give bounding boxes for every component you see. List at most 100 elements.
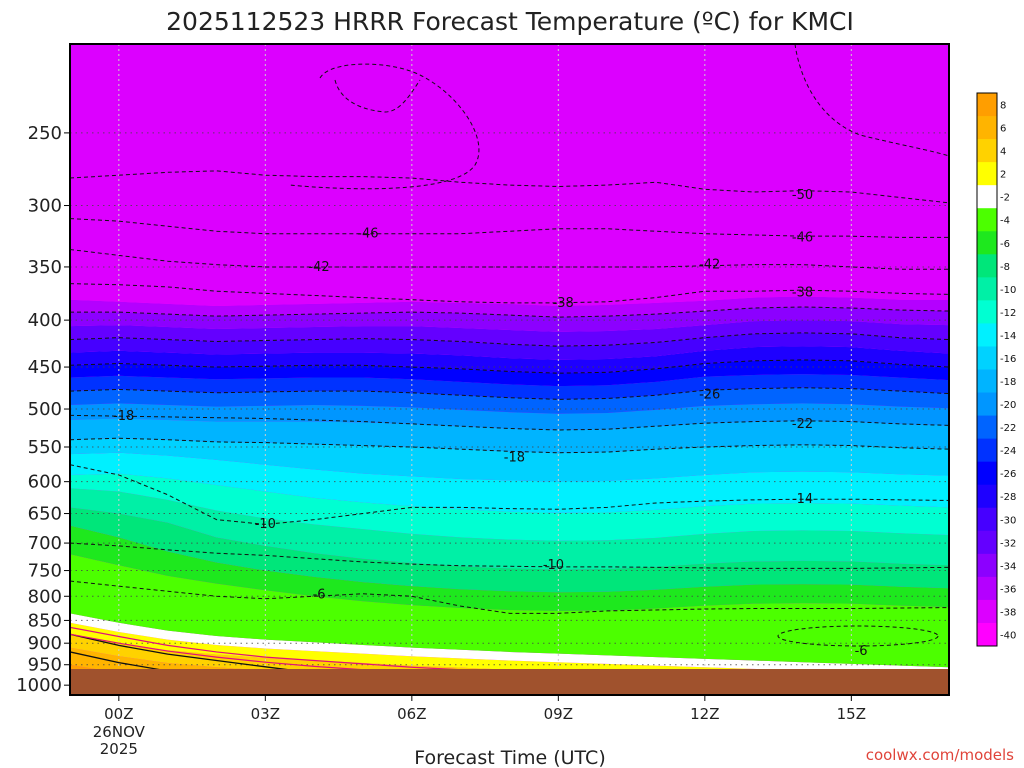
y-tick-label: 700 [28, 533, 62, 554]
y-tick-label: 300 [28, 196, 62, 217]
credit-label: coolwx.com/models [866, 746, 1014, 764]
colorbar-swatch [977, 484, 997, 509]
x-tick-sublabel: 2025 [100, 740, 138, 758]
colorbar-label: -14 [1000, 331, 1016, 342]
colorbar-label: -16 [1000, 354, 1016, 365]
colorbar-swatch [977, 208, 997, 232]
contour-label: -14 [792, 492, 813, 507]
band--16 [70, 438, 949, 482]
y-tick-label: 800 [28, 586, 62, 607]
y-tick-label: 250 [28, 123, 62, 144]
y-tick-label: 550 [28, 437, 62, 458]
contour-label: -42 [699, 258, 720, 273]
colorbar-label: -28 [1000, 492, 1016, 503]
colorbar-label: -38 [1000, 607, 1016, 618]
colorbar-label: -24 [1000, 446, 1016, 457]
x-tick-label: 00Z [104, 705, 133, 723]
contour-closed-top [289, 63, 480, 190]
colorbar-swatch [977, 369, 997, 394]
band--30 [70, 332, 949, 360]
band--26 [70, 359, 949, 387]
contour-line-12 [70, 580, 949, 614]
y-tick-label: 400 [28, 310, 62, 331]
y-axis: 2503003504004505005506006507007508008509… [16, 123, 70, 696]
band--12 [70, 473, 949, 541]
plot-frame [69, 43, 950, 696]
contour-label: -18 [113, 409, 134, 424]
contour-label: -46 [792, 230, 813, 245]
band--22 [70, 387, 949, 414]
contour-labels: -50 -46 -46 -42 -42 -38 -38 -26 -22 -18 -18 -14 -10 -… [113, 188, 868, 659]
colorbar-swatch [977, 346, 997, 370]
x-tick-label: 15Z [837, 705, 866, 723]
colorbar-label: -34 [1000, 561, 1016, 572]
y-tick-label: 750 [28, 561, 62, 582]
contour-line-2 [70, 248, 949, 270]
contour-label: -18 [504, 451, 525, 466]
chart-title: 2025112523 HRRR Forecast Temperature (ºC… [166, 7, 854, 36]
contour-label: -6 [855, 644, 868, 659]
colorbar-label: -36 [1000, 584, 1016, 595]
contour-label: -46 [357, 227, 378, 242]
band--8 [70, 507, 949, 593]
plot-area: -50 -46 -46 -42 -42 -38 -38 -26 -22 -18 -18 -14 -10 -… [70, 44, 949, 695]
colorbar-swatch [977, 415, 997, 440]
colorbar-swatch [977, 300, 997, 324]
contour-label: -22 [792, 417, 813, 432]
colorbar-label: -12 [1000, 308, 1016, 319]
colorbar-label: -40 [1000, 630, 1016, 641]
y-tick-label: 450 [28, 357, 62, 378]
colorbar-label: -26 [1000, 469, 1016, 480]
y-tick-label: 950 [28, 655, 62, 676]
contour-label: -26 [699, 387, 720, 402]
band--38 [70, 44, 949, 306]
x-tick-label: 09Z [544, 705, 573, 723]
contour-closed-low [777, 625, 939, 647]
colorbar-label: -8 [1000, 262, 1010, 273]
colorbar-label: -22 [1000, 423, 1016, 434]
colorbar-label: -18 [1000, 377, 1016, 388]
contour-label: -10 [255, 517, 276, 532]
contour-line-10 [70, 464, 949, 525]
band--18 [70, 418, 949, 453]
colorbar-swatch [977, 139, 997, 163]
contour-label: -6 [313, 587, 326, 602]
band--14 [70, 452, 949, 513]
colorbar-swatch [977, 162, 997, 186]
contour-label: -42 [308, 260, 329, 275]
colorbar-label: 8 [1000, 101, 1006, 112]
colorbar-swatch [977, 461, 997, 486]
colorbar-swatch [977, 438, 997, 463]
x-tick-label: 03Z [251, 705, 280, 723]
y-tick-label: 650 [28, 504, 62, 525]
colorbar-swatch [977, 553, 997, 578]
x-axis-title: Forecast Time (UTC) [414, 747, 605, 768]
band--6 [70, 525, 949, 611]
contour-label: -50 [792, 188, 813, 203]
colorbar-swatch [977, 599, 997, 624]
ground-fill [70, 669, 949, 695]
grid-lines [70, 44, 949, 695]
colorbar-swatch [977, 254, 997, 278]
colorbar-swatch [977, 93, 997, 117]
band--36 [70, 296, 949, 318]
colorbar-label: -10 [1000, 285, 1016, 296]
band--28 [70, 346, 949, 374]
x-tick-label: 06Z [397, 705, 426, 723]
colorbar-label: -32 [1000, 538, 1016, 549]
colorbar: 8 6 4 2 -2 -4 -6 -8 -10 -12 -14 -16 -18 -20 -22 -24 -26 -… [976, 92, 1016, 647]
colorbar-frame [976, 92, 998, 647]
colorbar-label: -4 [1000, 216, 1010, 227]
colorbar-label: -6 [1000, 239, 1010, 250]
y-tick-label: 900 [28, 633, 62, 654]
colorbar-label: -30 [1000, 515, 1016, 526]
band--20 [70, 403, 949, 430]
colorbar-swatch [977, 116, 997, 140]
colorbar-swatch [977, 576, 997, 601]
temperature-bands [70, 44, 949, 695]
y-tick-label: 600 [28, 472, 62, 493]
contour-top-right [794, 44, 949, 157]
colorbar-swatch [977, 392, 997, 417]
